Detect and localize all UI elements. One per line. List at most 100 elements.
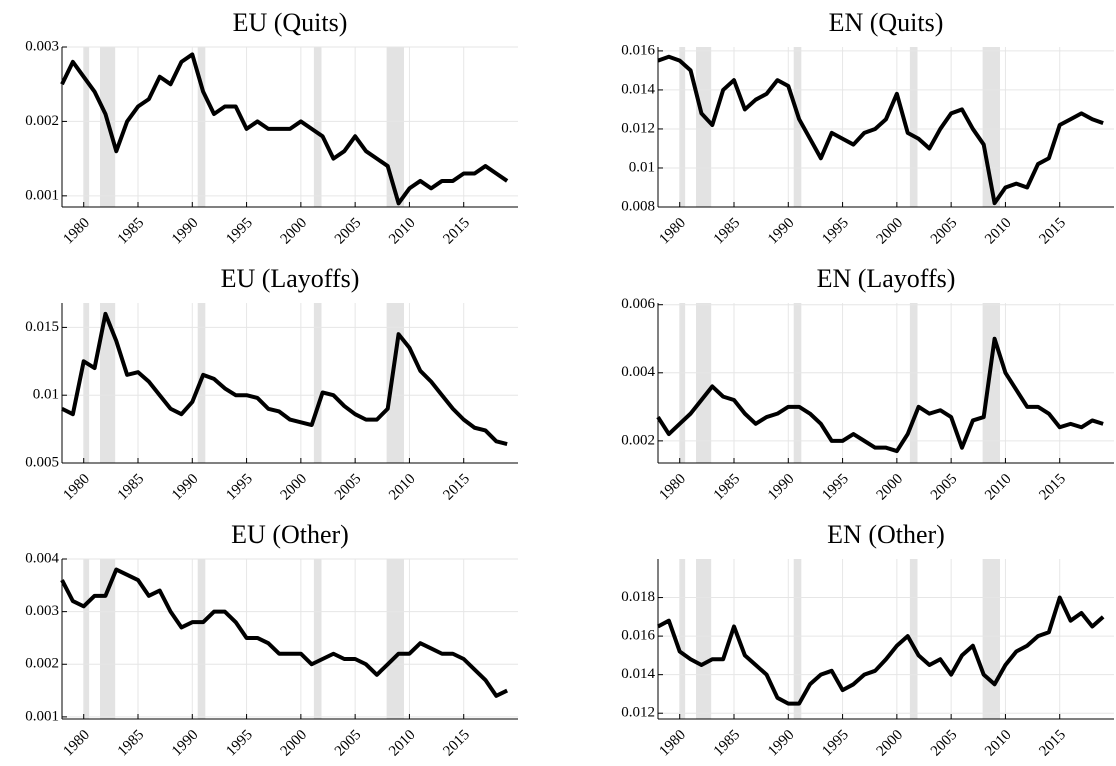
x-tick-label: 1985 — [115, 215, 148, 248]
subplot-title: EU (Quits) — [233, 8, 348, 37]
shaded-band — [982, 303, 1000, 463]
x-tick-label: 1995 — [819, 215, 852, 248]
shaded-band — [100, 559, 116, 719]
y-tick-label: 0.01 — [629, 159, 655, 175]
y-tick-label: 0.01 — [33, 387, 59, 403]
x-tick-label: 2005 — [332, 215, 365, 248]
subplot-title: EN (Quits) — [829, 8, 944, 37]
y-tick-label: 0.012 — [621, 705, 655, 721]
shaded-band — [793, 559, 802, 719]
data-line — [60, 52, 509, 206]
x-tick-label: 1980 — [60, 471, 93, 504]
shaded-band — [696, 303, 712, 463]
shaded-band — [313, 47, 322, 207]
x-tick-label: 2015 — [1036, 727, 1069, 760]
data-line — [657, 54, 1104, 206]
x-tick-label: 2010 — [982, 727, 1015, 760]
y-tick-label: 0.016 — [621, 42, 655, 58]
x-tick-label: 1995 — [819, 471, 852, 504]
shaded-band — [197, 559, 206, 719]
subplot: EN (Quits) 0.008 0.01 0.012 0.014 0.016 1980 19… — [621, 8, 1114, 247]
x-tick-label: 1980 — [656, 215, 689, 248]
x-tick-label: 1995 — [223, 727, 256, 760]
x-tick-label: 2000 — [278, 471, 311, 504]
shaded-band — [909, 303, 918, 463]
x-tick-label: 2010 — [982, 215, 1015, 248]
x-tick-label: 2015 — [1036, 471, 1069, 504]
x-tick-label: 1980 — [60, 215, 93, 248]
y-tick-label: 0.001 — [25, 708, 59, 724]
x-tick-label: 1990 — [169, 471, 202, 504]
x-tick-label: 2000 — [874, 471, 907, 504]
subplot: EU (Layoffs) 0.005 0.01 0.015 1980 1985 1990 19… — [25, 264, 518, 503]
data-line — [657, 595, 1105, 706]
x-tick-label: 1980 — [656, 727, 689, 760]
x-tick-label: 2015 — [1036, 215, 1069, 248]
subplot: EU (Quits) 0.001 0.002 0.003 1980 1985 1990 199… — [25, 8, 518, 247]
shaded-band — [793, 47, 802, 207]
y-tick-label: 0.014 — [621, 81, 655, 97]
subplot-title: EN (Other) — [827, 520, 945, 549]
y-tick-label: 0.016 — [621, 628, 655, 644]
subplot: EN (Other) 0.012 0.014 0.016 0.018 1980 1985 19… — [621, 520, 1114, 759]
shaded-band — [313, 303, 322, 463]
y-tick-label: 0.006 — [621, 296, 655, 312]
x-tick-label: 1980 — [656, 471, 689, 504]
x-tick-label: 1990 — [765, 727, 798, 760]
shaded-band — [100, 303, 116, 463]
x-tick-label: 1985 — [711, 471, 744, 504]
shaded-band — [982, 559, 1000, 719]
x-tick-label: 1985 — [711, 215, 744, 248]
y-tick-label: 0.001 — [25, 187, 59, 203]
data-line — [656, 336, 1104, 454]
x-tick-label: 1985 — [115, 471, 148, 504]
x-tick-label: 2005 — [928, 215, 961, 248]
y-tick-label: 0.002 — [621, 432, 655, 448]
y-tick-label: 0.015 — [25, 319, 59, 335]
subplot-title: EU (Other) — [231, 520, 349, 549]
x-tick-label: 2000 — [278, 727, 311, 760]
x-tick-label: 2005 — [332, 727, 365, 760]
subplot: EU (Other) 0.001 0.002 0.003 0.004 1980 1985 19… — [25, 520, 518, 759]
shaded-band — [909, 47, 918, 207]
x-tick-label: 2000 — [874, 727, 907, 760]
y-tick-label: 0.014 — [621, 666, 655, 682]
x-tick-label: 2010 — [386, 471, 419, 504]
shaded-band — [197, 47, 206, 207]
x-tick-label: 1985 — [115, 727, 148, 760]
subplot: EN (Layoffs) 0.002 0.004 0.006 1980 1985 1990 1… — [621, 264, 1114, 503]
x-tick-label: 2015 — [440, 471, 473, 504]
x-tick-label: 2000 — [874, 215, 907, 248]
data-line — [61, 311, 508, 446]
shaded-band — [83, 559, 90, 719]
shaded-band — [679, 559, 686, 719]
x-tick-label: 2005 — [332, 471, 365, 504]
x-tick-label: 1995 — [223, 471, 256, 504]
y-tick-label: 0.002 — [25, 113, 59, 129]
x-tick-label: 2005 — [928, 471, 961, 504]
x-tick-label: 1990 — [765, 471, 798, 504]
shaded-band — [696, 47, 712, 207]
x-tick-label: 1990 — [765, 215, 798, 248]
y-tick-label: 0.004 — [25, 550, 59, 566]
x-tick-label: 2005 — [928, 727, 961, 760]
y-tick-label: 0.002 — [25, 656, 59, 672]
y-tick-label: 0.008 — [621, 198, 655, 214]
shaded-band — [313, 559, 322, 719]
x-tick-label: 2015 — [440, 215, 473, 248]
shaded-band — [386, 559, 404, 719]
shaded-band — [83, 47, 90, 207]
y-tick-label: 0.012 — [621, 120, 655, 136]
x-tick-label: 2000 — [278, 215, 311, 248]
x-tick-label: 2015 — [440, 727, 473, 760]
subplot-title: EN (Layoffs) — [817, 264, 956, 293]
x-tick-label: 1995 — [819, 727, 852, 760]
subplot-title: EU (Layoffs) — [221, 264, 360, 293]
y-tick-label: 0.003 — [25, 38, 59, 54]
y-tick-label: 0.004 — [621, 364, 655, 380]
x-tick-label: 1990 — [169, 727, 202, 760]
x-tick-label: 1985 — [711, 727, 744, 760]
data-line — [60, 567, 509, 698]
shaded-band — [696, 559, 712, 719]
